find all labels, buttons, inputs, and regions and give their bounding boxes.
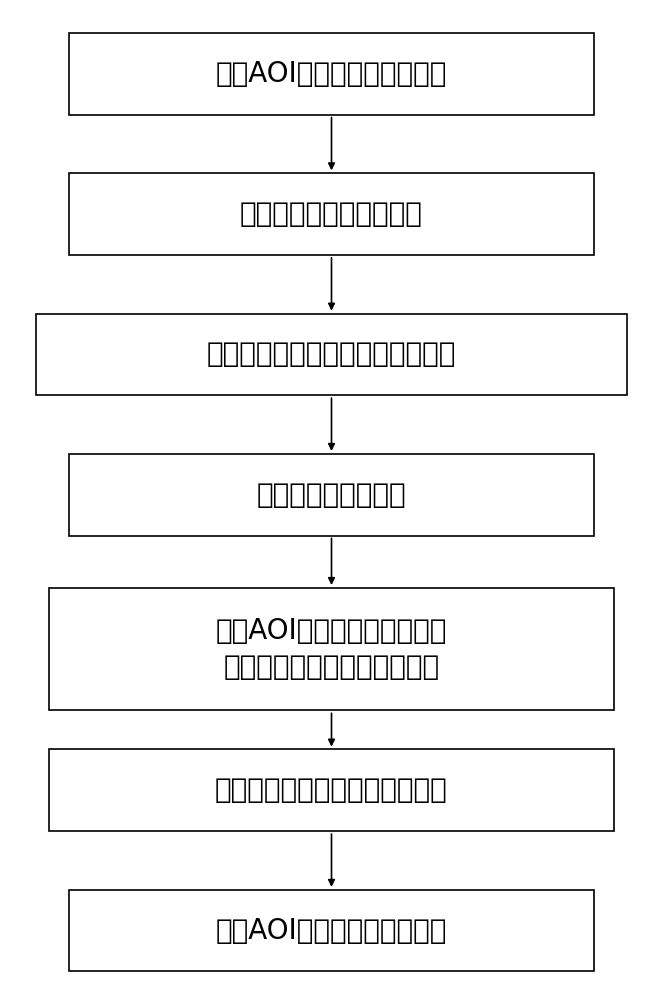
- Text: 把热压后的载带进行裁切及下料: 把热压后的载带进行裁切及下料: [215, 776, 448, 804]
- Bar: [49, 588, 614, 710]
- Bar: [68, 33, 595, 115]
- Text: 对载带进行热压处理: 对载带进行热压处理: [257, 481, 406, 509]
- Bar: [68, 890, 595, 971]
- Text: 检测是否所有物料均正确置入载带: 检测是否所有物料均正确置入载带: [207, 340, 456, 368]
- Bar: [68, 454, 595, 536]
- Text: 把检测后的物料置入载带: 把检测后的物料置入载带: [240, 200, 423, 228]
- Bar: [36, 314, 627, 395]
- Text: 通过AOI设备对物料进行检测: 通过AOI设备对物料进行检测: [216, 60, 447, 88]
- Text: 通过AOI设备对物料进行检测: 通过AOI设备对物料进行检测: [216, 917, 447, 945]
- Bar: [49, 749, 614, 831]
- Bar: [68, 173, 595, 255]
- Text: 通过AOI设备检测热压后的载
带是否存在物料反向置入载带: 通过AOI设备检测热压后的载 带是否存在物料反向置入载带: [216, 617, 447, 681]
